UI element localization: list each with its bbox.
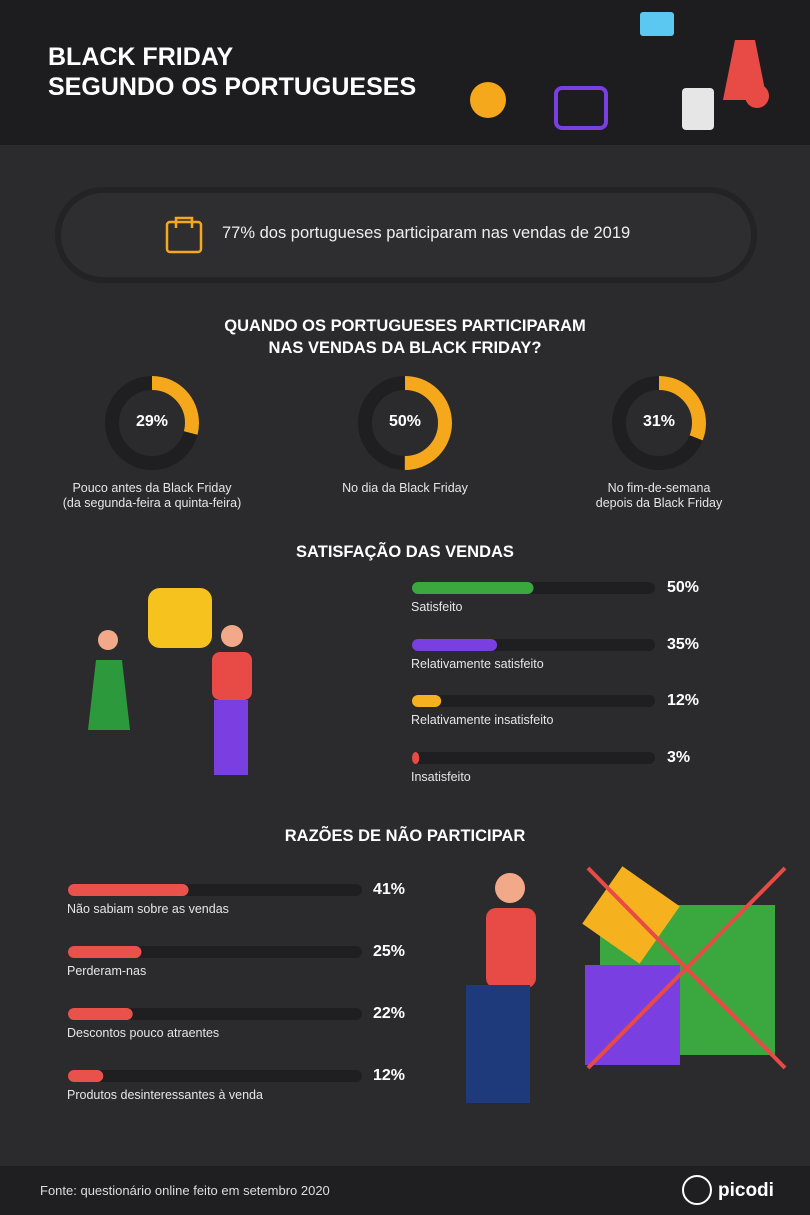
bar-value: 50% [667,579,700,596]
bar-category: Relativamente satisfeito [411,657,544,671]
bag-icon [165,216,203,254]
bar-category: Satisfeito [411,600,463,614]
bar [68,884,189,896]
donut-category: Pouco antes da Black Friday (da segunda-… [62,481,242,510]
bar-category: Relativamente insatisfeito [411,713,554,727]
bar-value: 12% [667,692,700,709]
donut-segment [358,376,452,470]
header-illustration [470,12,769,130]
bar-track [68,946,362,958]
thumbs-illustration [88,588,252,775]
bar-value: 22% [373,1005,406,1022]
highlight-text: 77% dos portugueses participaram nas ven… [222,224,631,242]
bar [412,695,442,707]
bar-category: Produtos desinteressantes à venda [67,1088,263,1102]
title-line-1: BLACK FRIDAY [48,43,234,71]
donut-value: 29% [135,413,169,430]
bar [412,639,498,651]
bar-value: 3% [667,749,691,766]
bar-category: Descontos pouco atraentes [67,1026,220,1040]
bar-value: 41% [373,881,406,898]
bar-track [412,695,655,707]
donut-segment [612,376,706,470]
section-title: QUANDO OS PORTUGUESES PARTICIPARAM NAS V… [224,317,586,357]
bar [412,582,534,594]
section-title: RAZÕES DE NÃO PARTICIPAR [284,827,526,845]
title-line-2: SEGUNDO OS PORTUGUESES [48,73,417,101]
donut-value: 31% [642,413,676,430]
bar-value: 12% [373,1067,406,1084]
donut-value: 50% [388,413,422,430]
shopping-illustration [466,866,787,1103]
bar [68,946,142,958]
bar-track [412,752,655,764]
highlight-pill [55,187,757,283]
donut-category: No fim-de-semana depois da Black Friday [595,481,723,510]
bar [68,1070,104,1082]
bar-category: Perderam-nas [67,964,147,978]
source: Fonte: questionário online feito em sete… [40,1183,330,1198]
bar [412,752,420,764]
bar-value: 25% [373,943,406,960]
header-band [0,0,810,145]
bar-track [68,1008,362,1020]
brand: picodi [718,1180,774,1201]
bar-value: 35% [667,636,700,653]
section-title: SATISFAÇÃO DAS VENDAS [296,543,514,561]
brand-logo [682,1175,712,1205]
bar-track [68,1070,362,1082]
donut-segment [105,376,199,470]
footer-band [0,1166,810,1215]
bar-category: Insatisfeito [411,770,471,784]
donut-category: No dia da Black Friday [342,481,468,495]
bar-category: Não sabiam sobre as vendas [67,902,229,916]
bar [68,1008,133,1020]
